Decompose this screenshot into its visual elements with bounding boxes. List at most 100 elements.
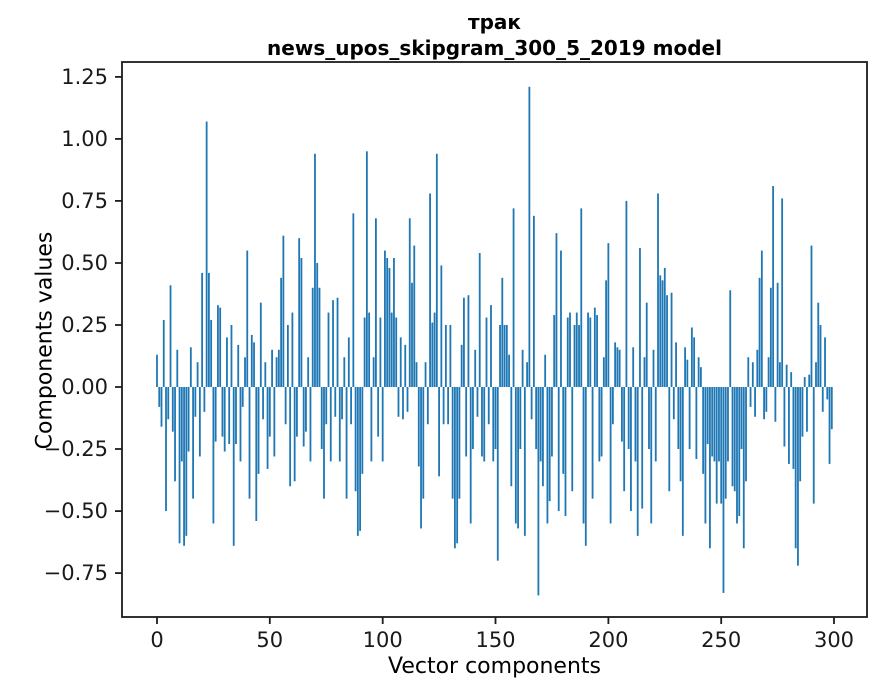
- bar: [244, 357, 246, 388]
- bar: [316, 262, 319, 388]
- bar: [828, 387, 831, 464]
- bar: [456, 387, 459, 544]
- bar: [760, 250, 763, 388]
- bar: [178, 387, 181, 544]
- x-tick-label: 200: [588, 628, 629, 652]
- bar: [821, 387, 824, 412]
- bar: [560, 250, 562, 388]
- bar: [555, 233, 558, 388]
- bar: [365, 151, 368, 388]
- bar: [763, 387, 765, 420]
- bar: [792, 387, 795, 469]
- bar: [363, 317, 366, 388]
- bar: [774, 387, 777, 422]
- bar: [379, 317, 382, 388]
- bar: [819, 324, 822, 388]
- bar: [402, 387, 404, 420]
- bar: [607, 243, 610, 388]
- bar: [496, 387, 499, 561]
- bar: [801, 387, 804, 437]
- plot-spines: [121, 61, 868, 618]
- bar: [675, 342, 677, 388]
- bar: [709, 387, 711, 549]
- bar: [605, 280, 608, 388]
- bar: [499, 324, 501, 388]
- bar: [277, 349, 280, 388]
- bar: [165, 387, 167, 512]
- bar: [625, 200, 628, 388]
- bar: [670, 292, 673, 388]
- bar: [384, 250, 386, 388]
- bar: [476, 387, 479, 417]
- bar: [399, 337, 402, 388]
- y-tick-label: 0.25: [61, 313, 108, 337]
- bar: [668, 387, 671, 492]
- bar: [618, 349, 621, 388]
- bar: [729, 290, 732, 388]
- bar: [212, 387, 215, 524]
- bar: [501, 277, 504, 388]
- bar: [327, 312, 330, 388]
- chart-title-word: трак: [468, 10, 521, 34]
- bar: [447, 387, 450, 425]
- bar: [429, 193, 431, 388]
- bar: [156, 354, 158, 388]
- bar: [237, 344, 240, 388]
- bar: [189, 347, 192, 388]
- bar: [830, 387, 833, 430]
- bar: [413, 245, 416, 388]
- bar: [650, 387, 653, 524]
- bar: [424, 362, 427, 388]
- bar: [745, 387, 747, 482]
- y-tick-label: −0.25: [43, 437, 108, 461]
- bar: [239, 387, 242, 462]
- bar: [356, 387, 359, 536]
- bar: [548, 387, 551, 502]
- bar: [505, 324, 508, 388]
- bar: [201, 272, 204, 388]
- bar: [492, 387, 495, 462]
- bar: [449, 324, 452, 388]
- bar: [474, 349, 477, 388]
- bar: [797, 387, 799, 566]
- bar: [264, 362, 267, 388]
- bar: [699, 367, 702, 388]
- bar: [386, 258, 389, 388]
- bar: [359, 387, 362, 531]
- bar: [259, 302, 262, 388]
- bar: [336, 297, 339, 388]
- bar: [223, 387, 226, 452]
- bar: [519, 387, 522, 450]
- bar: [235, 387, 237, 445]
- bar: [377, 387, 380, 437]
- bar: [512, 208, 515, 388]
- bar: [289, 387, 292, 487]
- bar: [526, 362, 529, 388]
- bar: [408, 218, 411, 388]
- bar: [426, 387, 429, 425]
- chart-title-model: news_upos_skipgram_300_5_2019 model: [267, 36, 722, 60]
- bar: [693, 337, 696, 388]
- bar: [332, 300, 334, 388]
- bar: [286, 324, 289, 388]
- bar: [431, 322, 434, 388]
- bar: [630, 387, 632, 512]
- bar: [686, 359, 689, 388]
- y-tick-label: 0.50: [61, 251, 108, 275]
- bar: [704, 387, 707, 524]
- y-tick-label: 0.00: [61, 375, 108, 399]
- bar: [451, 387, 454, 499]
- bar: [614, 342, 617, 388]
- bar: [769, 287, 772, 388]
- y-tick-label: 1.25: [61, 64, 108, 89]
- bar: [298, 238, 301, 388]
- bar: [318, 287, 321, 388]
- bar: [740, 387, 743, 450]
- bar: [433, 312, 436, 388]
- bar: [309, 387, 312, 462]
- y-tick-label: −0.50: [43, 499, 108, 524]
- bar: [530, 387, 533, 420]
- bar: [679, 387, 682, 482]
